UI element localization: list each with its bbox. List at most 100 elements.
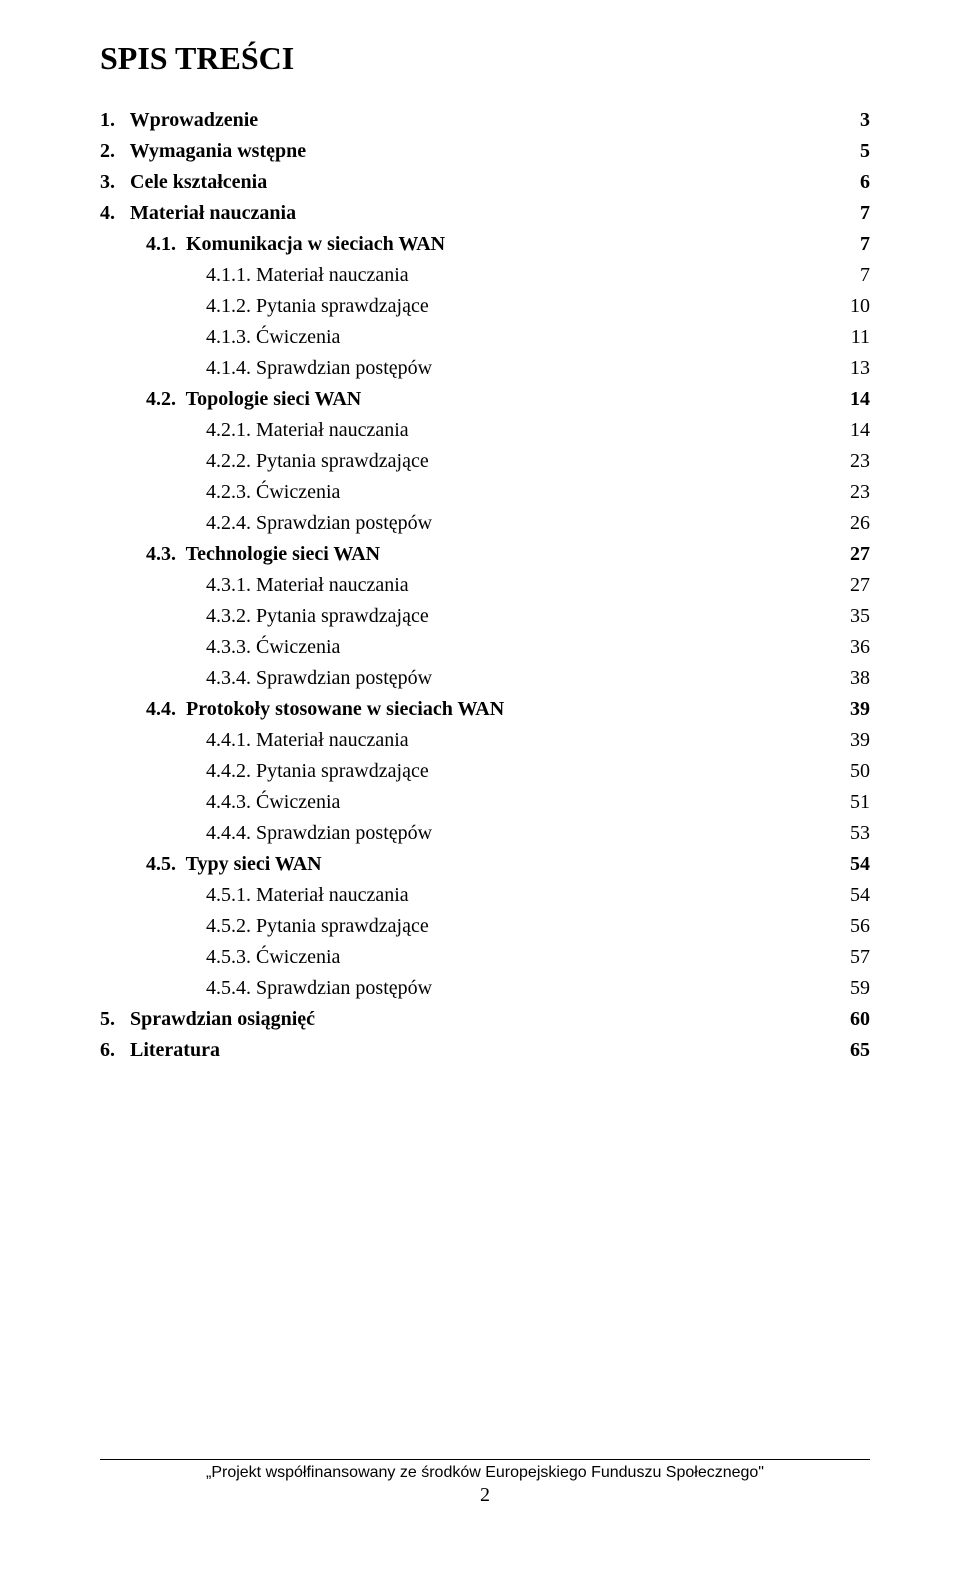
toc-page-number: 23 [830, 477, 870, 508]
toc-page-number: 14 [830, 384, 870, 415]
toc-label: 4.4.2. Pytania sprawdzające [100, 756, 830, 787]
toc-page-number: 53 [830, 818, 870, 849]
toc-row: 4.1.1. Materiał nauczania7 [100, 260, 870, 291]
toc-label: 4.2.1. Materiał nauczania [100, 415, 830, 446]
toc-page-number: 10 [830, 291, 870, 322]
toc-label: 4.3.2. Pytania sprawdzające [100, 601, 830, 632]
toc-page-number: 3 [830, 105, 870, 136]
toc-label: 4.1.4. Sprawdzian postępów [100, 353, 830, 384]
toc-label: 4.3. Technologie sieci WAN [100, 539, 830, 570]
toc-page-number: 6 [830, 167, 870, 198]
toc-label: 4.2.4. Sprawdzian postępów [100, 508, 830, 539]
toc-label: 4.1.1. Materiał nauczania [100, 260, 830, 291]
toc-page-number: 5 [830, 136, 870, 167]
toc-row: 4.4. Protokoły stosowane w sieciach WAN3… [100, 694, 870, 725]
toc-row: 4.5.4. Sprawdzian postępów59 [100, 973, 870, 1004]
toc-page-number: 60 [830, 1004, 870, 1035]
toc-label: 4.5.3. Ćwiczenia [100, 942, 830, 973]
toc-page-number: 11 [830, 322, 870, 353]
toc-page-number: 56 [830, 911, 870, 942]
toc-row: 4.2.1. Materiał nauczania14 [100, 415, 870, 446]
footer-divider [100, 1459, 870, 1460]
toc-row: 4.1.2. Pytania sprawdzające10 [100, 291, 870, 322]
toc-row: 4.4.1. Materiał nauczania39 [100, 725, 870, 756]
toc-page-number: 7 [830, 260, 870, 291]
toc-page-number: 50 [830, 756, 870, 787]
toc-row: 4.5.1. Materiał nauczania54 [100, 880, 870, 911]
footer-page-number: 2 [100, 1484, 870, 1507]
toc-label: 1. Wprowadzenie [100, 105, 830, 136]
toc-page-number: 65 [830, 1035, 870, 1066]
toc-row: 4.1.3. Ćwiczenia11 [100, 322, 870, 353]
toc-row: 4.4.2. Pytania sprawdzające50 [100, 756, 870, 787]
toc-row: 4.2. Topologie sieci WAN14 [100, 384, 870, 415]
toc-row: 4.5. Typy sieci WAN54 [100, 849, 870, 880]
toc-label: 4.4. Protokoły stosowane w sieciach WAN [100, 694, 830, 725]
toc-page-number: 7 [830, 198, 870, 229]
toc-row: 4.1. Komunikacja w sieciach WAN7 [100, 229, 870, 260]
toc-row: 4.3.1. Materiał nauczania27 [100, 570, 870, 601]
page-title: SPIS TREŚCI [100, 40, 870, 77]
toc-label: 6. Literatura [100, 1035, 830, 1066]
toc-row: 4. Materiał nauczania7 [100, 198, 870, 229]
toc-row: 4.2.3. Ćwiczenia23 [100, 477, 870, 508]
toc-row: 3. Cele kształcenia6 [100, 167, 870, 198]
toc-row: 4.4.3. Ćwiczenia51 [100, 787, 870, 818]
page-footer: „Projekt współfinansowany ze środków Eur… [100, 1459, 870, 1507]
toc-page-number: 26 [830, 508, 870, 539]
toc-page-number: 38 [830, 663, 870, 694]
toc-row: 4.3.2. Pytania sprawdzające35 [100, 601, 870, 632]
toc-page-number: 54 [830, 849, 870, 880]
toc-row: 1. Wprowadzenie3 [100, 105, 870, 136]
toc-page-number: 13 [830, 353, 870, 384]
footer-text: „Projekt współfinansowany ze środków Eur… [100, 1464, 870, 1482]
toc-page-number: 39 [830, 725, 870, 756]
toc-page-number: 23 [830, 446, 870, 477]
table-of-contents: 1. Wprowadzenie32. Wymagania wstępne53. … [100, 105, 870, 1066]
toc-row: 4.5.3. Ćwiczenia57 [100, 942, 870, 973]
toc-row: 4.5.2. Pytania sprawdzające56 [100, 911, 870, 942]
toc-label: 4.5. Typy sieci WAN [100, 849, 830, 880]
toc-page-number: 27 [830, 539, 870, 570]
toc-row: 4.2.4. Sprawdzian postępów26 [100, 508, 870, 539]
toc-row: 4.3.3. Ćwiczenia36 [100, 632, 870, 663]
toc-label: 4.3.1. Materiał nauczania [100, 570, 830, 601]
toc-label: 4. Materiał nauczania [100, 198, 830, 229]
toc-row: 4.2.2. Pytania sprawdzające23 [100, 446, 870, 477]
toc-page-number: 27 [830, 570, 870, 601]
toc-label: 5. Sprawdzian osiągnięć [100, 1004, 830, 1035]
toc-label: 4.5.4. Sprawdzian postępów [100, 973, 830, 1004]
toc-label: 4.5.1. Materiał nauczania [100, 880, 830, 911]
toc-label: 4.4.3. Ćwiczenia [100, 787, 830, 818]
toc-page-number: 57 [830, 942, 870, 973]
toc-page-number: 36 [830, 632, 870, 663]
toc-page-number: 54 [830, 880, 870, 911]
toc-label: 4.4.4. Sprawdzian postępów [100, 818, 830, 849]
toc-page-number: 59 [830, 973, 870, 1004]
toc-label: 4.2. Topologie sieci WAN [100, 384, 830, 415]
toc-page-number: 39 [830, 694, 870, 725]
toc-page-number: 7 [830, 229, 870, 260]
toc-page-number: 35 [830, 601, 870, 632]
toc-label: 4.1.3. Ćwiczenia [100, 322, 830, 353]
toc-row: 4.3. Technologie sieci WAN27 [100, 539, 870, 570]
toc-row: 6. Literatura65 [100, 1035, 870, 1066]
toc-label: 4.4.1. Materiał nauczania [100, 725, 830, 756]
toc-row: 2. Wymagania wstępne5 [100, 136, 870, 167]
toc-row: 4.1.4. Sprawdzian postępów13 [100, 353, 870, 384]
toc-label: 4.1.2. Pytania sprawdzające [100, 291, 830, 322]
toc-label: 4.3.3. Ćwiczenia [100, 632, 830, 663]
toc-label: 4.2.2. Pytania sprawdzające [100, 446, 830, 477]
toc-page-number: 51 [830, 787, 870, 818]
toc-label: 4.5.2. Pytania sprawdzające [100, 911, 830, 942]
toc-label: 4.3.4. Sprawdzian postępów [100, 663, 830, 694]
toc-label: 2. Wymagania wstępne [100, 136, 830, 167]
toc-row: 4.3.4. Sprawdzian postępów38 [100, 663, 870, 694]
document-page: SPIS TREŚCI 1. Wprowadzenie32. Wymagania… [0, 0, 960, 1569]
toc-label: 4.1. Komunikacja w sieciach WAN [100, 229, 830, 260]
toc-label: 3. Cele kształcenia [100, 167, 830, 198]
toc-row: 4.4.4. Sprawdzian postępów53 [100, 818, 870, 849]
toc-page-number: 14 [830, 415, 870, 446]
toc-row: 5. Sprawdzian osiągnięć60 [100, 1004, 870, 1035]
toc-label: 4.2.3. Ćwiczenia [100, 477, 830, 508]
